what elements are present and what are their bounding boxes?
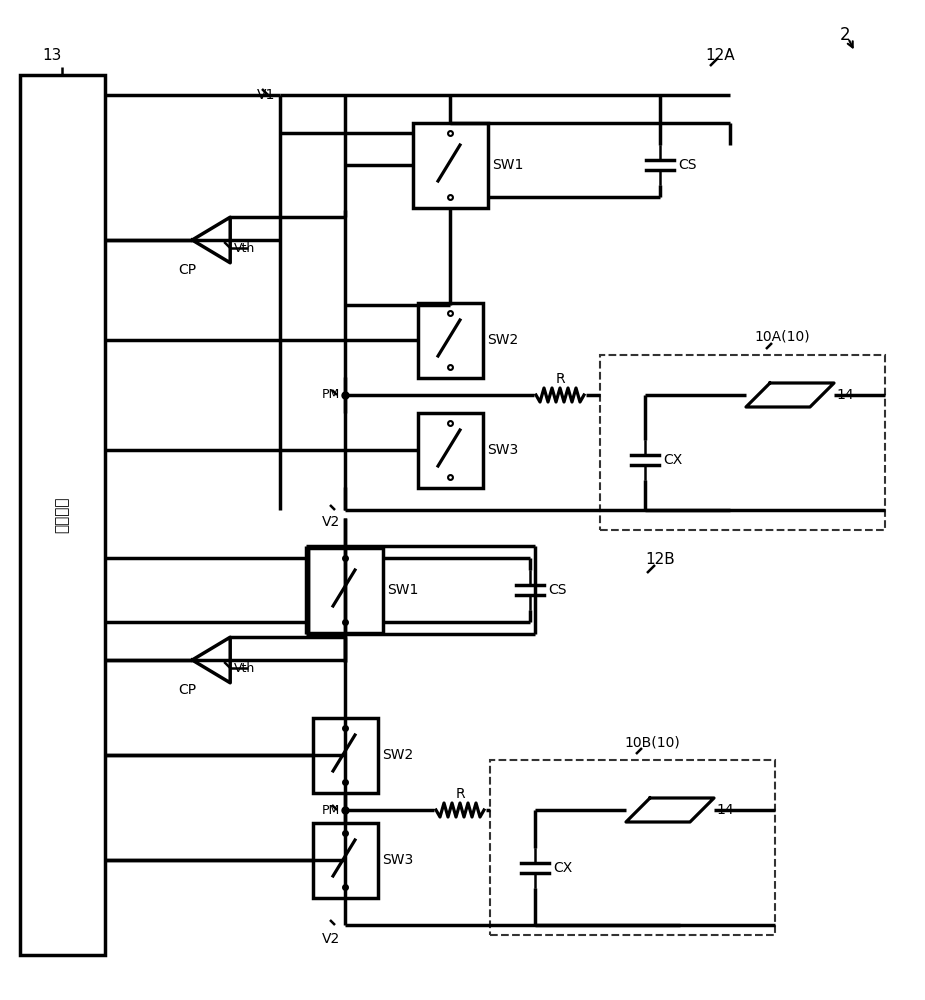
Text: Vth: Vth [234,662,255,674]
Text: R: R [455,787,465,801]
Bar [490,760,775,935]
Text: Vth: Vth [234,241,255,254]
Text: SW2: SW2 [382,748,413,762]
Text: 14: 14 [836,388,854,402]
Text: PM: PM [322,804,340,816]
Bar [418,413,483,488]
Text: V2: V2 [322,932,340,946]
Text: CX: CX [553,861,573,875]
Text: 14: 14 [716,803,734,817]
Bar [308,548,383,633]
Text: SW2: SW2 [487,333,518,347]
Text: 12B: 12B [645,552,675,568]
Bar [313,718,378,793]
Text: CP: CP [179,263,196,277]
Bar [20,75,105,955]
Text: 10A(10): 10A(10) [754,330,809,344]
Text: PM: PM [322,388,340,401]
Text: CS: CS [678,158,697,172]
Text: 2: 2 [840,26,850,44]
Text: 12A: 12A [705,47,734,62]
Text: 控制单元: 控制单元 [55,497,69,533]
Bar [313,823,378,898]
Text: SW3: SW3 [382,853,413,867]
Text: 13: 13 [43,47,62,62]
Bar [600,355,885,530]
Text: R: R [555,372,565,386]
Text: 10B(10): 10B(10) [624,735,680,749]
Text: CS: CS [548,583,566,597]
Text: V2: V2 [322,515,340,529]
Text: CX: CX [663,453,683,467]
Text: SW1: SW1 [492,158,524,172]
Bar [418,303,483,378]
Text: V1: V1 [256,88,275,102]
Text: CP: CP [179,683,196,697]
Text: SW3: SW3 [487,443,518,457]
Bar [413,123,488,208]
Text: SW1: SW1 [387,583,418,597]
